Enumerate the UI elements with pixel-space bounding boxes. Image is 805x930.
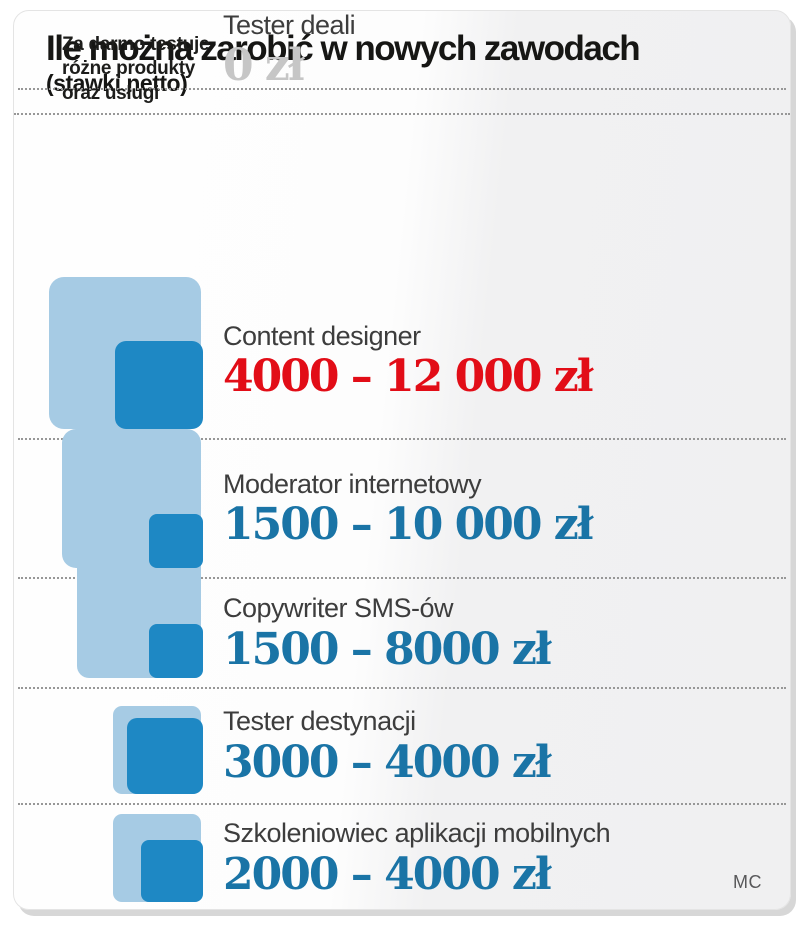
page-subtitle: (stawki netto) (46, 69, 188, 96)
salary-range: 1500 – 10 000 zł (223, 499, 594, 551)
salary-range: 0 zł (223, 40, 305, 92)
note-line: różne produkty (62, 58, 196, 80)
salary-row-content-designer: Content designer 4000 – 12 000 zł (18, 277, 786, 440)
job-label: Szkoleniowiec aplikacji mobilnych (223, 818, 611, 849)
salary-row-tester-deali: Za darmo testuje różne produkty oraz usł… (18, 10, 786, 104)
salary-range: 1500 – 8000 zł (223, 623, 552, 675)
salary-range: 2000 – 4000 zł (223, 848, 552, 900)
job-label: Moderator internetowy (223, 468, 482, 499)
salary-row-tester-destynacji: Tester destynacji 3000 – 4000 zł (18, 689, 786, 805)
author-credit: MC (733, 872, 762, 892)
min-salary-square (141, 840, 203, 902)
job-label: Tester deali (223, 10, 356, 40)
min-salary-square (127, 718, 203, 794)
header: Ile można zarobić w nowych zawodach (sta… (14, 11, 790, 115)
salary-range: 4000 – 12 000 zł (223, 351, 594, 403)
min-salary-square (149, 514, 203, 568)
job-label: Copywriter SMS-ów (223, 593, 454, 624)
note-line: oraz usługi (62, 82, 159, 104)
salary-row-moderator-internetowy: Moderator internetowy 1500 – 10 000 zł (18, 429, 786, 579)
job-label: Tester destynacji (223, 706, 416, 737)
min-salary-square (149, 624, 203, 678)
min-salary-square (115, 341, 203, 429)
page-title: Ile można zarobić w nowych zawodach (46, 29, 641, 68)
salary-range: 3000 – 4000 zł (223, 736, 552, 788)
infographic-card: Ile można zarobić w nowych zawodach (sta… (13, 10, 791, 910)
salary-row-copywriter-sms: Copywriter SMS-ów 1500 – 8000 zł (18, 554, 786, 689)
free-testing-note: Za darmo testuje różne produkty oraz usł… (62, 33, 210, 106)
salary-row-szkoleniowiec-aplikacji: Szkoleniowiec aplikacji mobilnych 2000 –… (18, 805, 786, 911)
note-line: Za darmo testuje (62, 34, 210, 55)
job-label: Content designer (223, 320, 421, 351)
